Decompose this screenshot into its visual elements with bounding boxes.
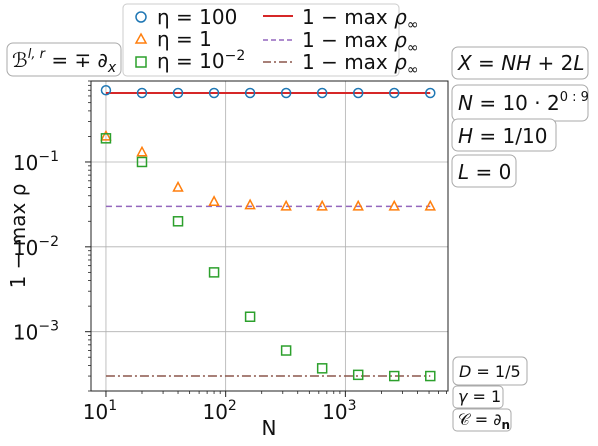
marker-series-1 bbox=[388, 199, 400, 211]
param-text-x: X = NH + 2L bbox=[457, 51, 585, 75]
legend: η = 100 η = 1 η = 10−2 1 − max ρ∞ 1 − ma… bbox=[122, 3, 419, 78]
y-tick-label: 10−2 bbox=[13, 234, 59, 260]
marker-series-1 bbox=[172, 180, 184, 192]
param-box-c bbox=[452, 408, 512, 432]
legend-marker-eta-1 bbox=[134, 32, 148, 44]
marker-series-1 bbox=[316, 199, 328, 211]
marker-series-0 bbox=[388, 87, 400, 99]
marker-series-0 bbox=[208, 87, 220, 99]
data-markers bbox=[100, 85, 437, 382]
plot-area bbox=[91, 81, 448, 391]
marker-series-1 bbox=[352, 199, 364, 211]
marker-series-2 bbox=[244, 311, 256, 322]
legend-label-ref-2: 1 − max ρ∞ bbox=[302, 28, 419, 56]
marker-series-2 bbox=[136, 156, 148, 168]
param-box-gamma bbox=[452, 385, 504, 409]
marker-series-1 bbox=[100, 129, 112, 141]
param-text-d: D = 1/5 bbox=[459, 362, 521, 381]
param-box-l bbox=[451, 154, 517, 188]
marker-series-0 bbox=[425, 87, 436, 99]
ticks: 101 102 103 10−1 10−2 10−3 bbox=[13, 80, 447, 424]
marker-series-1 bbox=[208, 195, 220, 206]
marker-series-1 bbox=[244, 198, 256, 210]
reference-lines bbox=[105, 91, 431, 377]
marker-series-0 bbox=[136, 87, 148, 99]
marker-series-0 bbox=[100, 85, 112, 96]
marker-series-0 bbox=[316, 87, 328, 99]
param-text-c: 𝒞 = ∂n bbox=[458, 410, 510, 432]
param-text-h: H = 1/10 bbox=[458, 124, 547, 148]
legend-marker-eta-100 bbox=[135, 11, 147, 23]
annotation-params-bottom: D = 1/5 γ = 1 𝒞 = ∂n bbox=[452, 356, 528, 432]
legend-frame bbox=[122, 3, 400, 77]
marker-series-2 bbox=[280, 345, 292, 356]
marker-series-2 bbox=[388, 370, 400, 382]
y-tick-label: 10−3 bbox=[13, 319, 59, 345]
legend-label-ref-1: 1 − max ρ∞ bbox=[302, 5, 419, 33]
plot-frame bbox=[90, 80, 449, 392]
marker-series-2 bbox=[352, 369, 364, 381]
param-text-gamma: γ = 1 bbox=[458, 387, 501, 406]
annotation-bc-box bbox=[6, 42, 122, 77]
marker-series-2 bbox=[316, 363, 328, 374]
legend-label-eta-1: η = 1 bbox=[157, 27, 212, 51]
marker-series-0 bbox=[352, 87, 364, 99]
x-tick-label: 103 bbox=[322, 398, 356, 424]
marker-series-0 bbox=[244, 87, 256, 99]
y-axis-title: 1 − max ρ bbox=[6, 184, 30, 289]
marker-series-0 bbox=[280, 87, 292, 99]
x-tick-label: 102 bbox=[202, 398, 236, 424]
marker-series-2 bbox=[100, 133, 112, 144]
annotation-params-top: X = NH + 2L N = 10 · 20 : 9 H = 1/10 L =… bbox=[451, 46, 589, 188]
param-box-h bbox=[451, 118, 557, 152]
marker-series-2 bbox=[425, 370, 436, 382]
annotation-bc: ℬl, r = ∓ ∂x bbox=[6, 42, 122, 77]
marker-series-1 bbox=[280, 199, 292, 211]
marker-series-2 bbox=[172, 216, 184, 227]
legend-marker-eta-0.01 bbox=[135, 56, 147, 68]
legend-label-eta-100: η = 100 bbox=[157, 5, 237, 29]
marker-series-2 bbox=[208, 267, 220, 278]
legend-label-ref-3: 1 − max ρ∞ bbox=[302, 50, 419, 78]
x-axis-title: N bbox=[262, 416, 277, 440]
y-tick-label: 10−1 bbox=[13, 149, 59, 175]
x-tick-label: 101 bbox=[83, 398, 117, 424]
param-text-l: L = 0 bbox=[458, 160, 511, 184]
param-box-d bbox=[452, 356, 528, 386]
param-box-x bbox=[451, 46, 589, 80]
marker-series-1 bbox=[424, 199, 437, 211]
marker-series-1 bbox=[136, 145, 148, 157]
marker-series-0 bbox=[172, 87, 184, 99]
